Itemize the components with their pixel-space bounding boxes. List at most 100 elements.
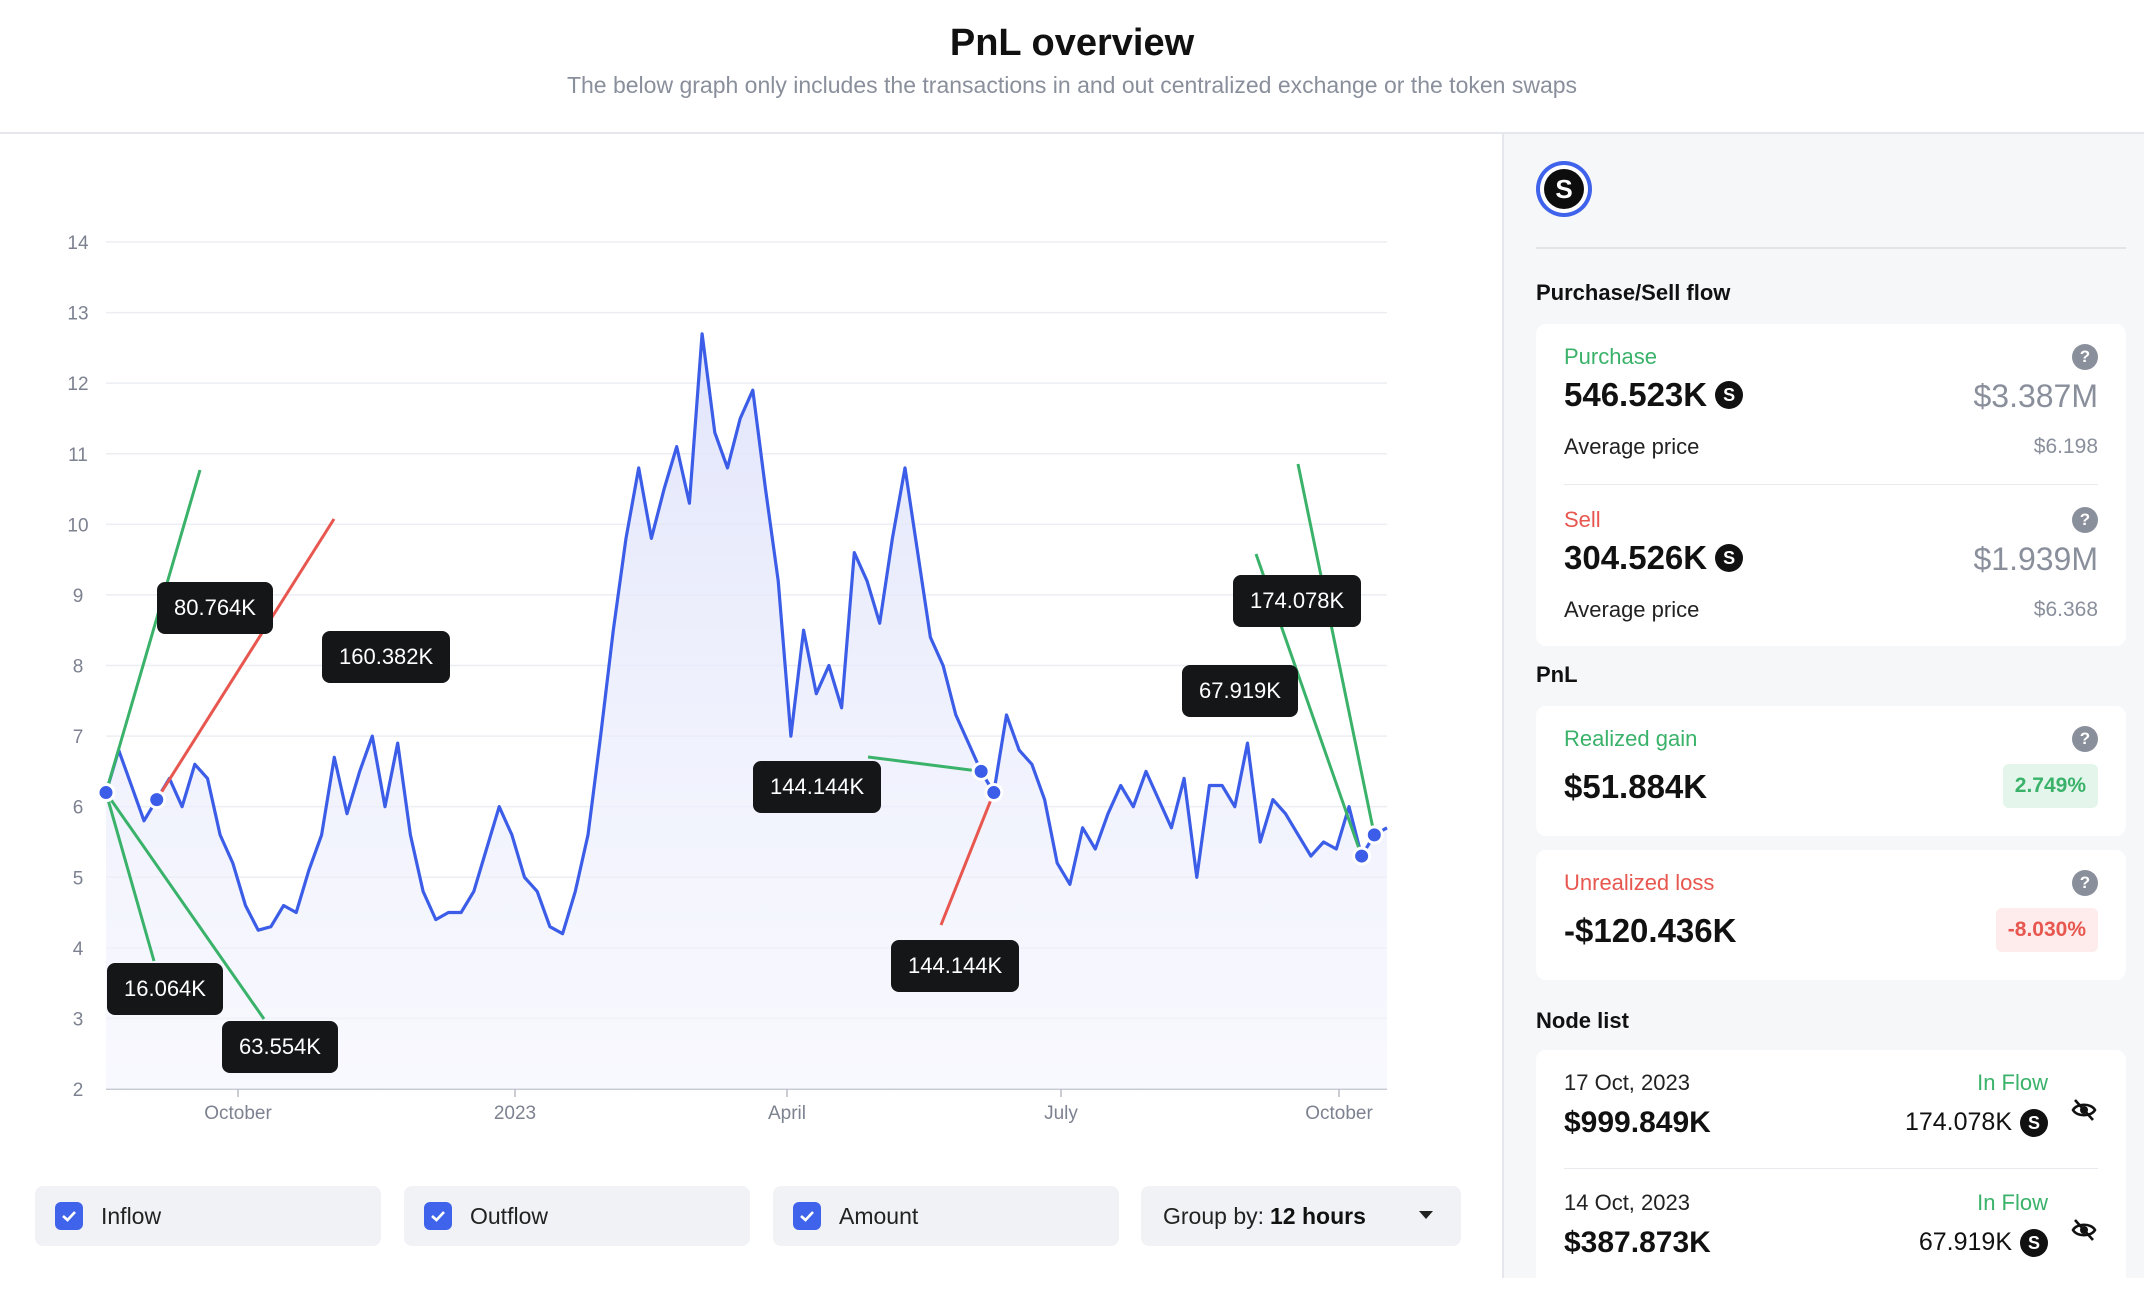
group-by-select[interactable]: Group by: 12 hours: [1141, 1186, 1461, 1246]
help-icon[interactable]: ?: [2072, 507, 2098, 533]
help-icon[interactable]: ?: [2072, 726, 2098, 752]
y-tick-label: 13: [67, 304, 88, 325]
marker-point[interactable]: [1352, 846, 1372, 866]
unrealized-value: -$120.436K: [1564, 912, 1737, 949]
y-tick-label: 4: [73, 939, 84, 960]
realized-gain-card: Realized gain ? $51.884K 2.749%: [1536, 706, 2126, 836]
group-by-label: Group by:: [1163, 1202, 1264, 1229]
y-tick-label: 7: [73, 727, 84, 748]
help-icon[interactable]: ?: [2072, 344, 2098, 370]
purchase-sell-card: Purchase ? 546.523K S $3.387M Average pr…: [1536, 324, 2126, 646]
purchase-avg-value: $6.198: [2033, 435, 2098, 458]
help-icon[interactable]: ?: [2072, 870, 2098, 896]
caret-down-icon: [1419, 1211, 1433, 1219]
unrealized-loss-card: Unrealized loss ? -$120.436K -8.030%: [1536, 850, 2126, 980]
x-tick-label: 2023: [494, 1103, 536, 1124]
x-tick-label: July: [1044, 1103, 1078, 1124]
node-list-card: 17 Oct, 2023 In Flow $999.849K 174.078K …: [1536, 1050, 2126, 1290]
marker-connector: [155, 518, 336, 801]
marker-point[interactable]: [971, 761, 991, 781]
purchase-amount-value: 546.523K: [1564, 376, 1708, 413]
node-list-title: Node list: [1536, 1008, 1629, 1033]
node-flow: In Flow: [1977, 1070, 2048, 1095]
sell-avg-value: $6.368: [2033, 598, 2098, 621]
marker-connector: [939, 791, 996, 926]
marker-tooltip: 63.554K: [222, 1021, 338, 1073]
amount-checkbox[interactable]: Amount: [773, 1186, 1119, 1246]
realized-label: Realized gain: [1564, 726, 1698, 751]
purchase-usd: $3.387M: [1973, 378, 2098, 414]
marker-point[interactable]: [984, 783, 1004, 803]
outflow-label: Outflow: [470, 1202, 548, 1229]
marker-connector: [104, 469, 202, 793]
pnl-title: PnL: [1536, 662, 1578, 687]
purchase-sell-title: Purchase/Sell flow: [1536, 280, 1731, 305]
token-coin-icon: S: [2020, 1108, 2048, 1137]
y-tick-label: 5: [73, 868, 84, 889]
token-logo-glyph: S: [1544, 169, 1584, 209]
y-tick-label: 6: [73, 798, 84, 819]
marker-tooltip: 16.064K: [107, 963, 223, 1015]
purchase-label: Purchase: [1564, 344, 1657, 369]
marker-tooltip: 67.919K: [1182, 665, 1298, 717]
node-token-value: 174.078K: [1904, 1108, 2012, 1136]
marker-tooltip: 144.144K: [753, 761, 882, 813]
node-date: 17 Oct, 2023: [1564, 1070, 1690, 1095]
token-logo: S: [1536, 161, 1592, 217]
divider: [1564, 484, 2098, 485]
x-tick-label: October: [204, 1103, 272, 1124]
marker-tooltip: 144.144K: [891, 940, 1020, 992]
token-coin-icon: S: [2020, 1228, 2048, 1257]
y-tick-label: 8: [73, 657, 84, 678]
divider: [1564, 1168, 2098, 1169]
eye-off-icon[interactable]: [2070, 1216, 2098, 1244]
page-subtitle: The below graph only includes the transa…: [566, 72, 1578, 98]
token-coin-icon: S: [1715, 544, 1744, 572]
x-tick-label: October: [1305, 1103, 1373, 1124]
node-usd: $999.849K: [1564, 1106, 1711, 1139]
check-icon: [424, 1202, 452, 1230]
divider: [1536, 247, 2126, 249]
page-title: PnL overview: [949, 22, 1195, 64]
y-tick-label: 14: [67, 233, 89, 254]
x-tick-label: April: [768, 1103, 806, 1124]
realized-value: $51.884K: [1564, 768, 1708, 805]
summary-panel: S Purchase/Sell flow Purchase ? 546.523K…: [1502, 134, 2144, 1290]
node-flow: In Flow: [1977, 1190, 2048, 1215]
outflow-checkbox[interactable]: Outflow: [404, 1186, 750, 1246]
y-tick-label: 11: [68, 445, 88, 466]
y-tick-label: 10: [67, 515, 88, 536]
node-token-amount: 174.078K S: [1905, 1108, 2048, 1137]
inflow-label: Inflow: [101, 1202, 162, 1229]
marker-connector: [104, 792, 156, 962]
marker-connector: [104, 791, 266, 1020]
inflow-checkbox[interactable]: Inflow: [35, 1186, 381, 1246]
price-line[interactable]: [104, 332, 1388, 936]
marker-connector: [867, 755, 982, 773]
sell-avg-label: Average price: [1564, 597, 1700, 622]
node-token-amount: 67.919K S: [1919, 1228, 2048, 1257]
amount-label: Amount: [839, 1202, 919, 1229]
group-by-value: 12 hours: [1270, 1202, 1366, 1229]
y-tick-label: 12: [67, 374, 88, 395]
y-tick-label: 2: [73, 1080, 84, 1101]
marker-point[interactable]: [1364, 825, 1384, 845]
pnl-line-chart[interactable]: 2 3 4 5 6 7 8 9 10 11 12 13 14 October 2023 April July Oc…: [0, 134, 1502, 1174]
check-icon: [55, 1202, 83, 1230]
marker-tooltip: 174.078K: [1233, 575, 1362, 627]
eye-off-icon[interactable]: [2070, 1096, 2098, 1124]
purchase-avg-label: Average price: [1564, 434, 1700, 459]
token-coin-icon: S: [1715, 381, 1744, 409]
node-usd: $387.873K: [1564, 1226, 1711, 1259]
page-header: PnL overview The below graph only includ…: [0, 0, 2144, 134]
y-tick-label: 9: [73, 586, 84, 607]
realized-pct-badge: 2.749%: [2002, 764, 2098, 808]
marker-point[interactable]: [96, 783, 116, 803]
marker-tooltip: 80.764K: [157, 582, 273, 634]
chart-pane: 2 3 4 5 6 7 8 9 10 11 12 13 14 October 2023 April July Oc…: [0, 134, 1502, 1278]
purchase-amount: 546.523K S: [1564, 376, 1744, 414]
sell-amount: 304.526K S: [1564, 539, 1744, 577]
node-date: 14 Oct, 2023: [1564, 1190, 1690, 1215]
marker-point[interactable]: [147, 790, 167, 810]
sell-usd: $1.939M: [1973, 541, 2098, 577]
